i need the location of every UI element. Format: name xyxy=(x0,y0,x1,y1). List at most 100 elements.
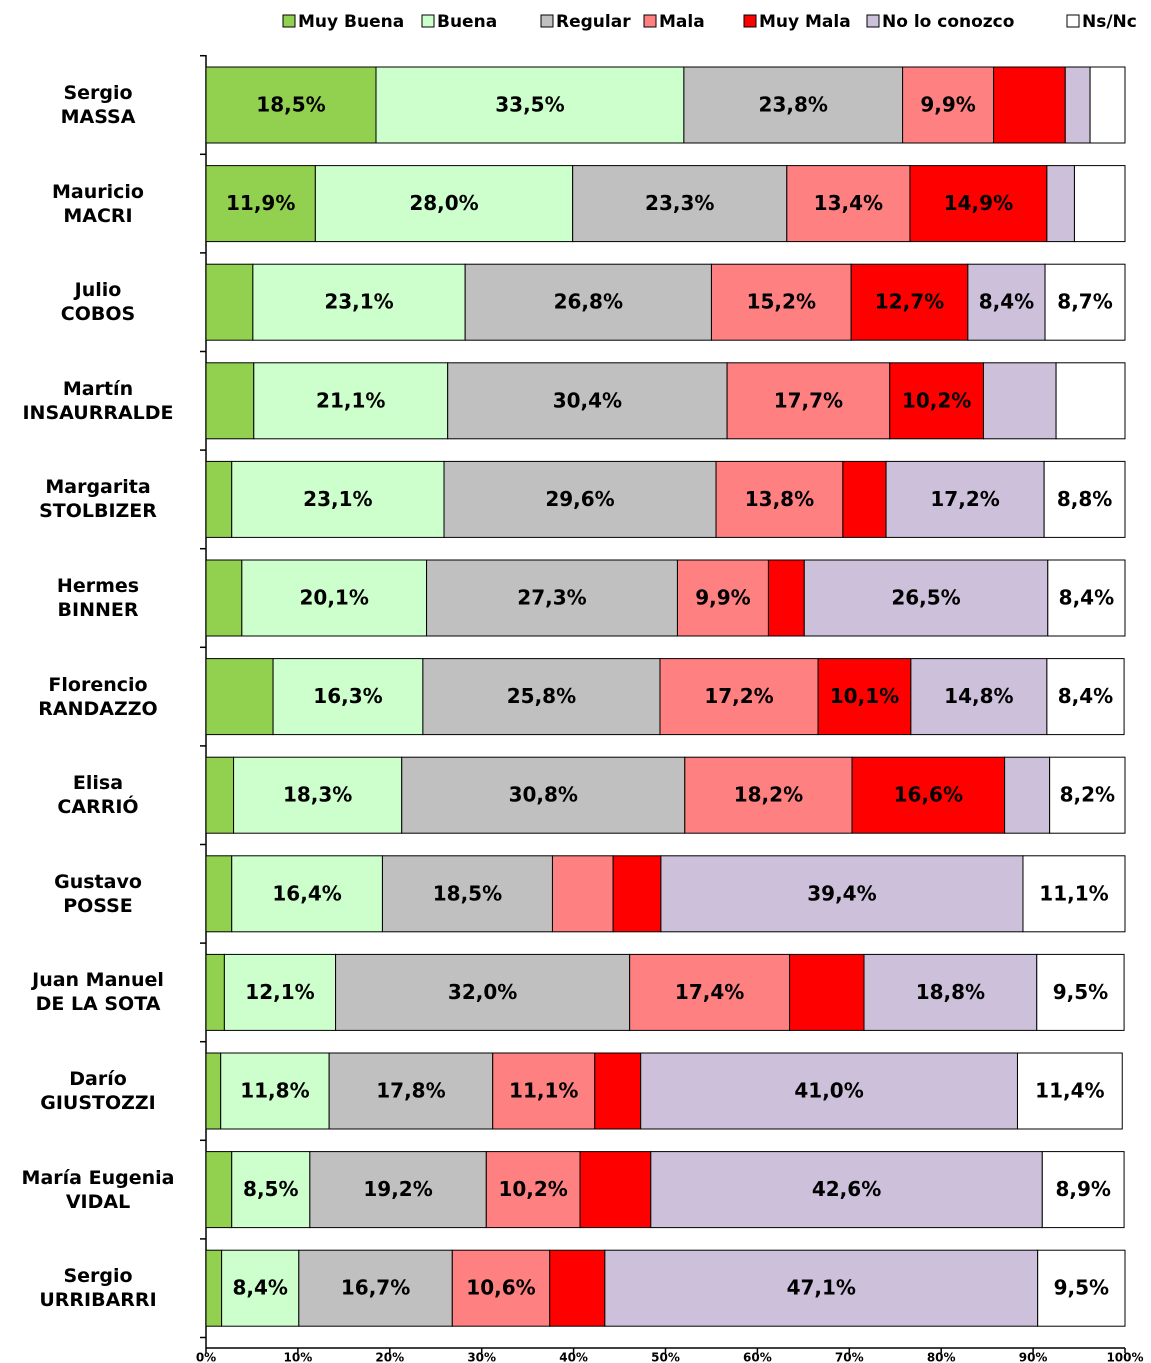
value-label: 17,8% xyxy=(376,1079,445,1103)
bar-segment xyxy=(205,756,235,834)
value-label: 14,8% xyxy=(944,684,1013,708)
bar-segment xyxy=(231,460,445,538)
legend-label: Muy Mala xyxy=(759,12,851,32)
bar-segment xyxy=(220,1052,330,1130)
bar-segment xyxy=(684,756,853,834)
value-label: 11,9% xyxy=(226,191,295,215)
bar-segment xyxy=(205,362,255,440)
bar-segment xyxy=(1044,263,1126,341)
value-label: 23,3% xyxy=(645,191,714,215)
bar-segment xyxy=(375,66,685,144)
bar-segment xyxy=(1036,953,1125,1031)
bar-segment xyxy=(789,953,865,1031)
bar-segment xyxy=(328,1052,494,1130)
bar-segment xyxy=(993,66,1066,144)
category-label: Martín INSAURRALDE xyxy=(22,377,174,424)
bar-segment xyxy=(253,362,449,440)
bar-segment xyxy=(676,559,769,637)
value-label: 8,4% xyxy=(1058,684,1113,708)
value-label: 30,4% xyxy=(553,388,622,412)
value-label: 25,8% xyxy=(507,684,576,708)
x-tick-label: 70% xyxy=(835,1351,864,1363)
category-label: Florencio RANDAZZO xyxy=(38,673,158,720)
bar-segment xyxy=(1049,756,1126,834)
x-tick-label: 50% xyxy=(651,1351,680,1363)
bar-segment xyxy=(612,855,662,933)
category-label: Sergio URRIBARRI xyxy=(39,1265,157,1312)
legend-label: Ns/Nc xyxy=(1082,12,1137,32)
bar-segment xyxy=(426,559,678,637)
bar-segment xyxy=(205,1151,233,1229)
bar-segment xyxy=(205,559,243,637)
value-label: 8,2% xyxy=(1060,783,1115,807)
value-label: 18,2% xyxy=(734,783,803,807)
bar-segment xyxy=(1046,165,1075,243)
bar-segment xyxy=(909,165,1048,243)
value-label: 13,8% xyxy=(745,487,814,511)
bar-segment xyxy=(401,756,686,834)
value-label: 18,5% xyxy=(256,93,325,117)
x-tick-label: 10% xyxy=(284,1351,313,1363)
value-label: 30,8% xyxy=(509,783,578,807)
value-label: 14,9% xyxy=(944,191,1013,215)
bar-segment xyxy=(241,559,428,637)
bar-segment xyxy=(309,1151,487,1229)
bar-segment xyxy=(205,1052,222,1130)
value-label: 17,2% xyxy=(930,487,999,511)
value-label: 47,1% xyxy=(787,1276,856,1300)
x-tick-label: 40% xyxy=(559,1351,588,1363)
value-label: 16,3% xyxy=(313,684,382,708)
bar-segment xyxy=(786,165,911,243)
value-label: 12,1% xyxy=(245,980,314,1004)
value-label: 15,2% xyxy=(747,290,816,314)
bar-segment xyxy=(885,460,1045,538)
legend-label: Mala xyxy=(659,12,705,32)
bar-segment xyxy=(314,165,574,243)
bar-segment xyxy=(1046,658,1125,736)
bar-segment xyxy=(629,953,791,1031)
bar-segment xyxy=(767,559,805,637)
category-label: Darío GIUSTOZZI xyxy=(40,1068,156,1114)
bar-segment xyxy=(443,460,717,538)
bar-segment xyxy=(594,1052,642,1130)
bar-segment xyxy=(604,1249,1039,1327)
bar-segment xyxy=(715,460,844,538)
bar-segment xyxy=(579,1151,652,1229)
bar-segment xyxy=(464,263,712,341)
bar-segment xyxy=(231,1151,311,1229)
bar-segment xyxy=(650,1151,1043,1229)
bar-segment xyxy=(205,953,225,1031)
bar-segment xyxy=(1073,165,1126,243)
value-label: 11,8% xyxy=(240,1079,309,1103)
bar-segment xyxy=(902,66,995,144)
value-label: 21,1% xyxy=(316,388,385,412)
bar-segment xyxy=(492,1052,596,1130)
bar-segment xyxy=(660,855,1024,933)
legend-swatch xyxy=(866,14,880,28)
bar-segment xyxy=(205,855,233,933)
bar-segment xyxy=(803,559,1049,637)
value-label: 10,1% xyxy=(830,684,899,708)
value-label: 19,2% xyxy=(363,1177,432,1201)
value-label: 18,5% xyxy=(433,881,502,905)
value-label: 41,0% xyxy=(794,1079,863,1103)
value-label: 27,3% xyxy=(517,586,586,610)
value-label: 9,5% xyxy=(1053,980,1108,1004)
value-label: 8,4% xyxy=(232,1276,287,1300)
bar-segment xyxy=(1089,66,1126,144)
bar-segment xyxy=(451,1249,551,1327)
bar-segment xyxy=(298,1249,453,1327)
bar-segment xyxy=(889,362,984,440)
bar-segment xyxy=(205,263,254,341)
legend-label: Regular xyxy=(556,12,631,32)
value-label: 9,9% xyxy=(920,93,975,117)
legend-label: Buena xyxy=(437,12,497,32)
category-label: Mauricio MACRI xyxy=(52,180,144,227)
bar-segment xyxy=(205,66,377,144)
bar-segment xyxy=(1016,1052,1123,1130)
bar-segment xyxy=(863,953,1038,1031)
bar-segment xyxy=(1037,1249,1126,1327)
value-label: 16,6% xyxy=(894,783,963,807)
legend-swatch xyxy=(643,14,657,28)
